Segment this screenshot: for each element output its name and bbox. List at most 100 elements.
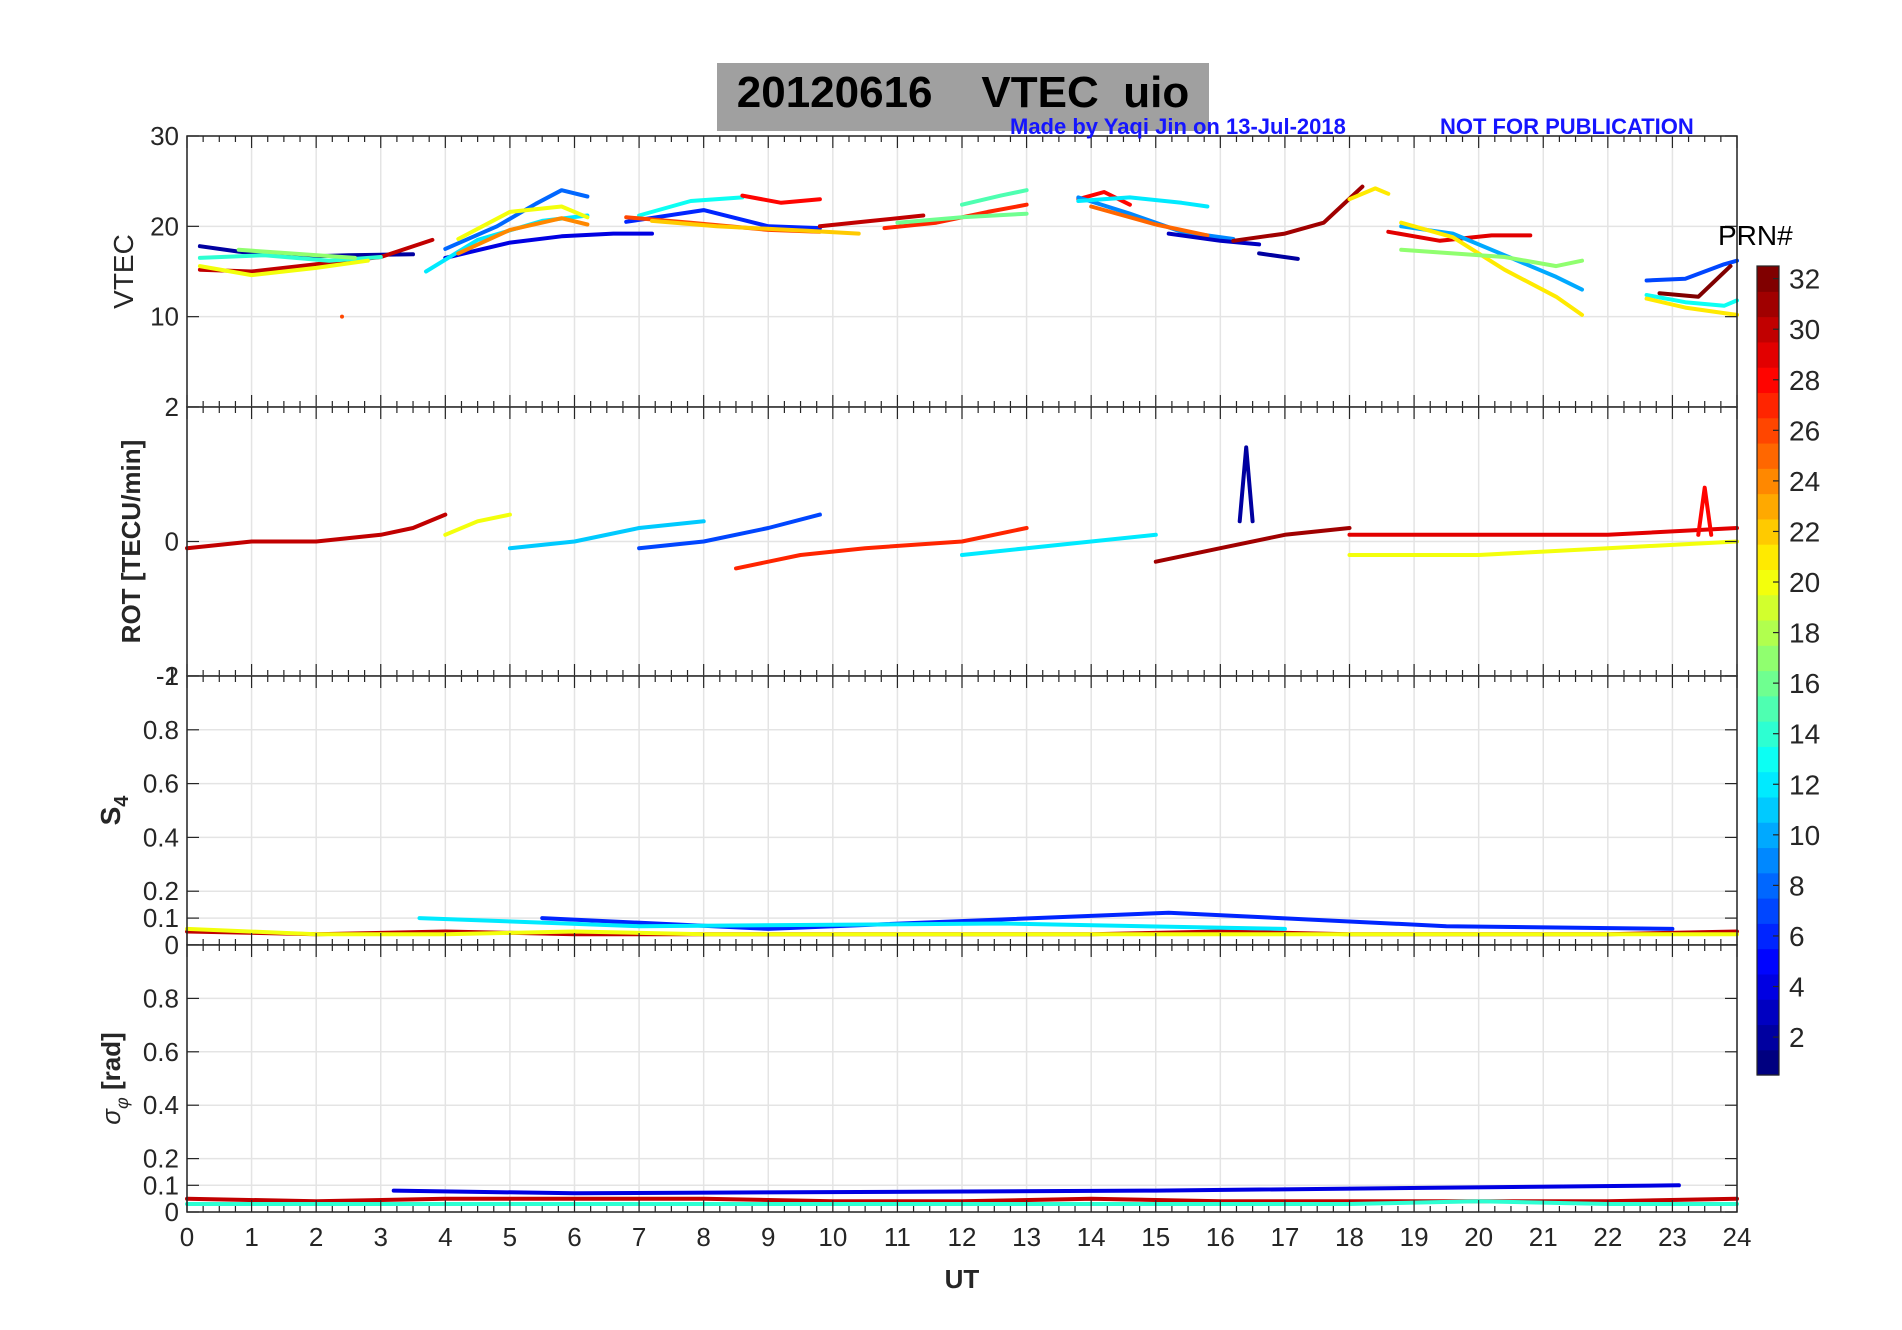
x-tick-label: 0 xyxy=(180,1222,194,1252)
y-tick-label: 0.2 xyxy=(143,1144,179,1174)
panel-s4: 00.10.2 0.4 0.6 0.8 1 S4 xyxy=(95,661,1739,960)
y-tick-label: 0.6 xyxy=(143,1037,179,1067)
colorbar-frame xyxy=(1756,265,1780,1076)
x-tick-label: 2 xyxy=(309,1222,323,1252)
x-tick-label: 11 xyxy=(884,1222,911,1252)
x-tick-label: 6 xyxy=(567,1222,581,1252)
y-tick-label: 0 xyxy=(165,1197,179,1227)
x-tick-label: 12 xyxy=(948,1222,977,1252)
x-tick-label: 1 xyxy=(244,1222,258,1252)
series-line xyxy=(960,188,1029,207)
colorbar-tick-label: 18 xyxy=(1789,618,1820,649)
colorbar-swatch xyxy=(1757,822,1779,849)
colorbar-swatch xyxy=(1757,341,1779,368)
y-tick-label: 0.8 xyxy=(143,983,179,1013)
x-tick-label: 24 xyxy=(1723,1222,1752,1252)
colorbar-tick-label: 10 xyxy=(1789,820,1820,851)
y-tick-label: 10 xyxy=(150,302,179,332)
y-tick-label: 30 xyxy=(150,121,179,151)
x-tick-label: 18 xyxy=(1335,1222,1364,1252)
x-tick-label: 15 xyxy=(1141,1222,1170,1252)
series-line xyxy=(637,512,822,551)
y-tick-label: 20 xyxy=(150,211,179,241)
x-tick-label: 17 xyxy=(1270,1222,1299,1252)
y-tick-label: 0.4 xyxy=(143,1090,179,1120)
x-tick-label: 21 xyxy=(1529,1222,1558,1252)
colorbar-tick-label: 14 xyxy=(1789,719,1820,750)
colorbar-swatch xyxy=(1757,493,1779,520)
series-line xyxy=(1166,231,1262,247)
y-axis-label: VTEC xyxy=(108,234,139,309)
series-line xyxy=(507,519,706,551)
y-tick-label: 0.4 xyxy=(143,822,179,852)
colorbar-swatch xyxy=(1757,670,1779,697)
y-tick-label: 0 xyxy=(165,930,179,960)
series-line xyxy=(185,512,448,551)
x-tick-label: 4 xyxy=(438,1222,452,1252)
colorbar-swatch xyxy=(1757,1049,1779,1076)
colorbar-tick-label: 6 xyxy=(1789,921,1805,952)
series-line xyxy=(197,258,370,278)
colorbar-swatch xyxy=(1757,999,1779,1026)
colorbar-tick-label: 8 xyxy=(1789,870,1805,901)
colorbar-swatch xyxy=(1757,291,1779,318)
x-tick-label: 10 xyxy=(818,1222,847,1252)
colorbar-tick-label: 32 xyxy=(1789,264,1820,295)
colorbar-swatch xyxy=(1757,923,1779,950)
series-line xyxy=(1153,526,1352,564)
y-axis-label: σφ [rad] xyxy=(96,1032,132,1124)
series-line xyxy=(1399,220,1584,317)
panel-sigma_phi: 00.10.20.40.60.80 1 2 3 4 5 6 7 8 9 10 11 12 13 14 15 16… xyxy=(96,944,1752,1294)
x-tick-label: 3 xyxy=(374,1222,388,1252)
x-tick-label: 20 xyxy=(1464,1222,1493,1252)
colorbar-swatch xyxy=(1757,442,1779,469)
colorbar-swatch xyxy=(1757,898,1779,924)
y-tick-label: 2 xyxy=(165,392,179,422)
colorbar-swatch xyxy=(1757,847,1779,874)
colorbar-tick-label: 28 xyxy=(1789,365,1820,396)
y-tick-label: 0.2 xyxy=(143,876,179,906)
colorbar-tick-label: 12 xyxy=(1789,769,1820,800)
series-line xyxy=(1644,258,1739,283)
colorbar-tick-label: 26 xyxy=(1789,415,1820,446)
series-line xyxy=(740,193,822,205)
x-tick-label: 8 xyxy=(696,1222,710,1252)
colorbar-swatch xyxy=(1757,417,1779,444)
series-line xyxy=(1644,296,1739,317)
y-tick-label: -2 xyxy=(156,661,179,691)
y-tick-label: 0.8 xyxy=(143,715,179,745)
colorbar-tick-label: 24 xyxy=(1789,466,1820,497)
series-line xyxy=(1347,186,1391,202)
colorbar-swatch xyxy=(1757,973,1779,1000)
colorbar-tick-label: 20 xyxy=(1789,567,1820,598)
colorbar-swatch xyxy=(1757,316,1779,343)
colorbar-tick-label: 16 xyxy=(1789,668,1820,699)
series-line xyxy=(1347,526,1739,537)
series-line xyxy=(624,208,822,231)
x-tick-label: 14 xyxy=(1077,1222,1106,1252)
y-tick-label: 0.1 xyxy=(143,1170,179,1200)
colorbar-swatch xyxy=(1757,948,1779,975)
colorbar-swatch xyxy=(1757,468,1779,495)
y-axis-label: S4 xyxy=(95,795,133,826)
figure-title: 20120616 VTEC uio xyxy=(736,68,1190,117)
colorbar-swatch xyxy=(1757,619,1779,646)
series-line xyxy=(1257,251,1300,261)
colorbar-swatch xyxy=(1757,796,1779,823)
series-line xyxy=(443,231,654,260)
series-line xyxy=(1089,204,1210,238)
series-line xyxy=(650,218,861,236)
credit-author: Made by Yaqi Jin on 13-Jul-2018 xyxy=(1010,114,1346,139)
colorbar-swatch xyxy=(1757,266,1779,292)
series-line xyxy=(456,216,590,256)
title-background xyxy=(717,63,1209,131)
x-tick-label: 9 xyxy=(761,1222,775,1252)
colorbar-swatch xyxy=(1757,569,1779,596)
series-line xyxy=(417,916,1287,931)
series-line xyxy=(960,532,1158,557)
colorbar-tick-label: 4 xyxy=(1789,972,1805,1003)
series-point xyxy=(340,314,344,319)
colorbar-swatch xyxy=(1757,771,1779,798)
x-tick-label: 19 xyxy=(1400,1222,1429,1252)
series-line xyxy=(637,195,745,218)
